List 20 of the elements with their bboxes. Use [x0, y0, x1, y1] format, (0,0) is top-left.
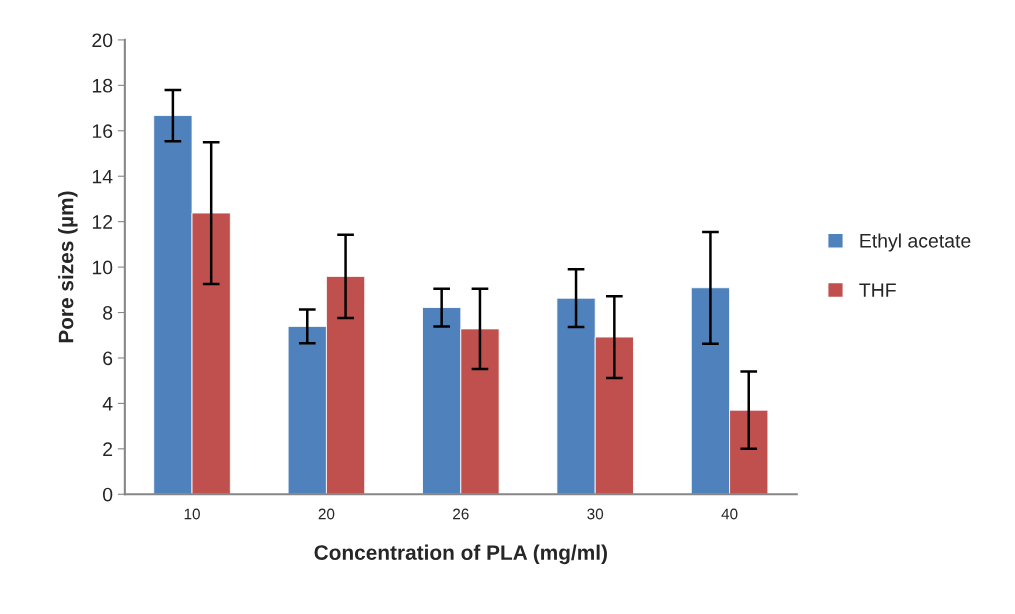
- y-tick-label: 6: [103, 351, 113, 366]
- y-tick-label: 0: [102, 487, 113, 502]
- y-tick-label: 16: [92, 124, 113, 139]
- x-tick-label: 20: [318, 508, 335, 520]
- y-axis-title: Pore sizes (µm): [58, 191, 78, 343]
- y-tick-label: 4: [102, 397, 113, 411]
- y-tick-label: 10: [92, 260, 113, 275]
- y-tick-label: 18: [92, 78, 113, 93]
- x-tick-label: 40: [721, 508, 738, 520]
- x-tick-label: 10: [184, 508, 200, 520]
- legend-label: Ethyl acetate: [860, 233, 971, 252]
- x-axis-title: Concentration of PLA (mg/ml): [314, 544, 607, 565]
- y-tick-label: 12: [92, 215, 113, 229]
- y-tick-label: 8: [103, 305, 113, 320]
- y-tick-label: 20: [92, 33, 113, 48]
- x-tick-label: 30: [587, 508, 604, 520]
- y-tick-label: 14: [92, 169, 113, 184]
- legend-label: THF: [859, 283, 896, 297]
- x-tick-label: 26: [453, 508, 469, 520]
- y-tick-label: 2: [103, 442, 113, 456]
